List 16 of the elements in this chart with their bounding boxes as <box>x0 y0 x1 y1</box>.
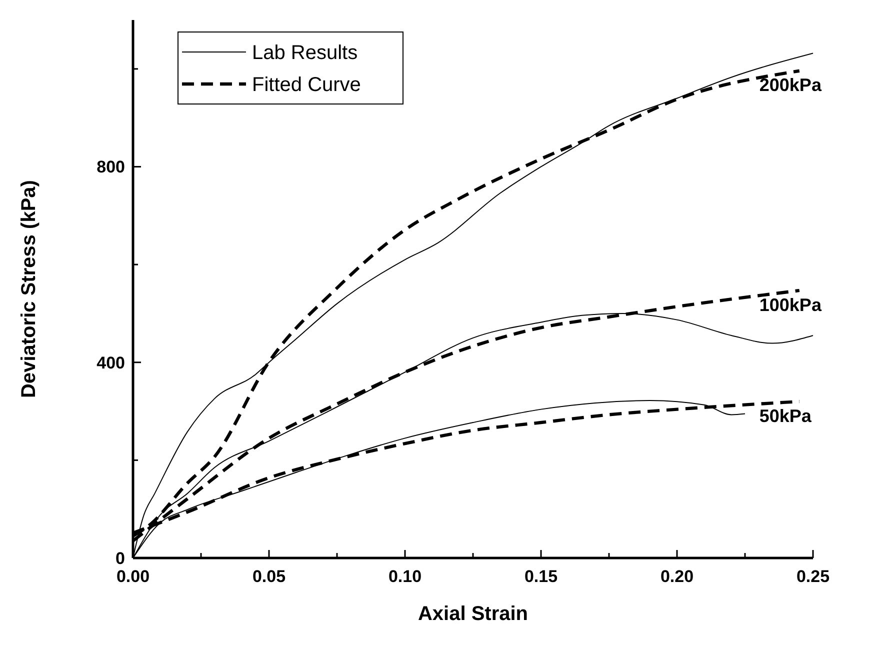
legend-label: Fitted Curve <box>252 74 361 96</box>
y-tick-label: 800 <box>96 158 125 177</box>
x-tick-label: 0.10 <box>388 567 422 586</box>
x-tick-label: 0.05 <box>252 567 286 586</box>
x-tick-label: 0.20 <box>660 567 694 586</box>
x-tick-label: 0.25 <box>796 567 830 586</box>
x-axis-title: Axial Strain <box>418 603 528 625</box>
annotation: 50kPa <box>759 406 812 426</box>
annotation: 100kPa <box>759 294 822 315</box>
x-tick-label: 0.00 <box>116 567 150 586</box>
y-axis-title: Deviatoric Stress (kPa) <box>18 180 40 398</box>
y-tick-label: 400 <box>96 353 125 372</box>
legend-label: Lab Results <box>252 42 358 64</box>
x-tick-label: 0.15 <box>524 567 558 586</box>
y-tick-label: 0 <box>116 548 125 568</box>
annotation: 200kPa <box>759 75 822 96</box>
